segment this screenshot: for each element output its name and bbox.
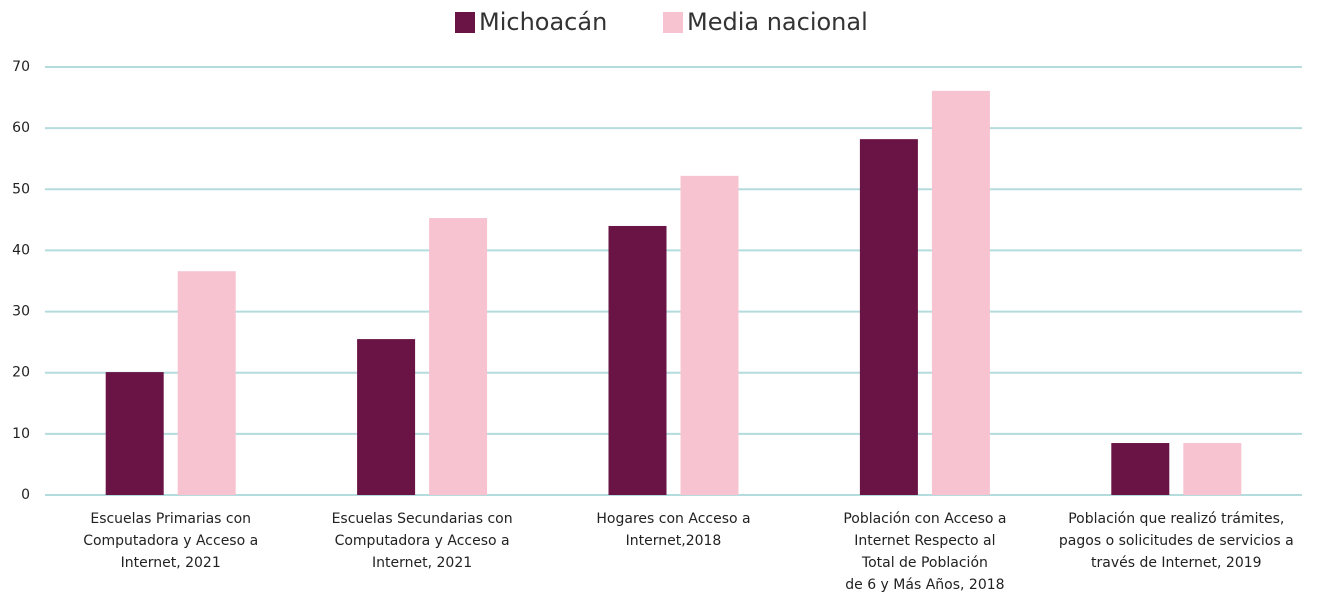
bar: [859, 139, 918, 496]
legend-swatch: [455, 12, 475, 33]
x-tick-label-line: de 6 y Más Años, 2018: [845, 577, 1004, 593]
legend-label: Media nacional: [687, 8, 868, 36]
bar: [931, 90, 990, 496]
x-tick-label-line: Internet, 2021: [121, 555, 221, 571]
x-tick-label: Población con Acceso a Internet Respecto …: [843, 511, 1006, 593]
x-tick-label: Hogares con Acceso a Internet,2018: [596, 511, 750, 549]
x-tick-label: Población que realizó trámites, pagos o s…: [1059, 511, 1294, 571]
x-tick-label-line: Computadora y Acceso a: [335, 533, 510, 549]
bar: [608, 225, 667, 495]
x-tick-label-line: pagos o solicitudes de servicios a: [1059, 533, 1294, 549]
bar: [1183, 443, 1242, 495]
x-tick-label-line: Escuelas Secundarias con: [332, 511, 513, 527]
x-tick-label-line: Población que realizó trámites,: [1068, 511, 1284, 527]
bar: [429, 218, 488, 495]
bar: [680, 175, 739, 495]
y-tick-label: 40: [12, 242, 30, 258]
x-tick-label-line: Internet, 2021: [372, 555, 472, 571]
y-tick-label: 20: [12, 365, 30, 381]
x-tick-label: Escuelas Secundarias con Computadora y Ac…: [332, 511, 513, 571]
bar: [177, 271, 236, 495]
x-tick-label-line: Total de Población: [861, 555, 988, 571]
y-tick-label: 50: [12, 181, 30, 197]
x-tick-label-line: Computadora y Acceso a: [83, 533, 258, 549]
bar: [1111, 443, 1170, 495]
x-tick-label-line: Internet,2018: [626, 533, 722, 549]
y-tick-label: 60: [12, 120, 30, 136]
y-tick-label: 0: [21, 487, 30, 503]
x-tick-label-line: Internet Respecto al: [854, 533, 995, 549]
x-tick-label: Escuelas Primarias con Computadora y Acce…: [83, 511, 258, 571]
x-tick-label-line: Escuelas Primarias con: [90, 511, 251, 527]
x-tick-label-line: Población con Acceso a: [843, 511, 1006, 527]
x-tick-label-line: través de Internet, 2019: [1091, 555, 1262, 571]
bar: [105, 372, 164, 495]
y-tick-label: 70: [12, 59, 30, 75]
y-tick-label: 30: [12, 304, 30, 320]
legend-swatch: [663, 12, 683, 33]
legend-label: Michoacán: [479, 8, 607, 36]
x-tick-label-line: Hogares con Acceso a: [596, 511, 750, 527]
bar: [357, 339, 416, 495]
y-tick-label: 10: [12, 426, 30, 442]
